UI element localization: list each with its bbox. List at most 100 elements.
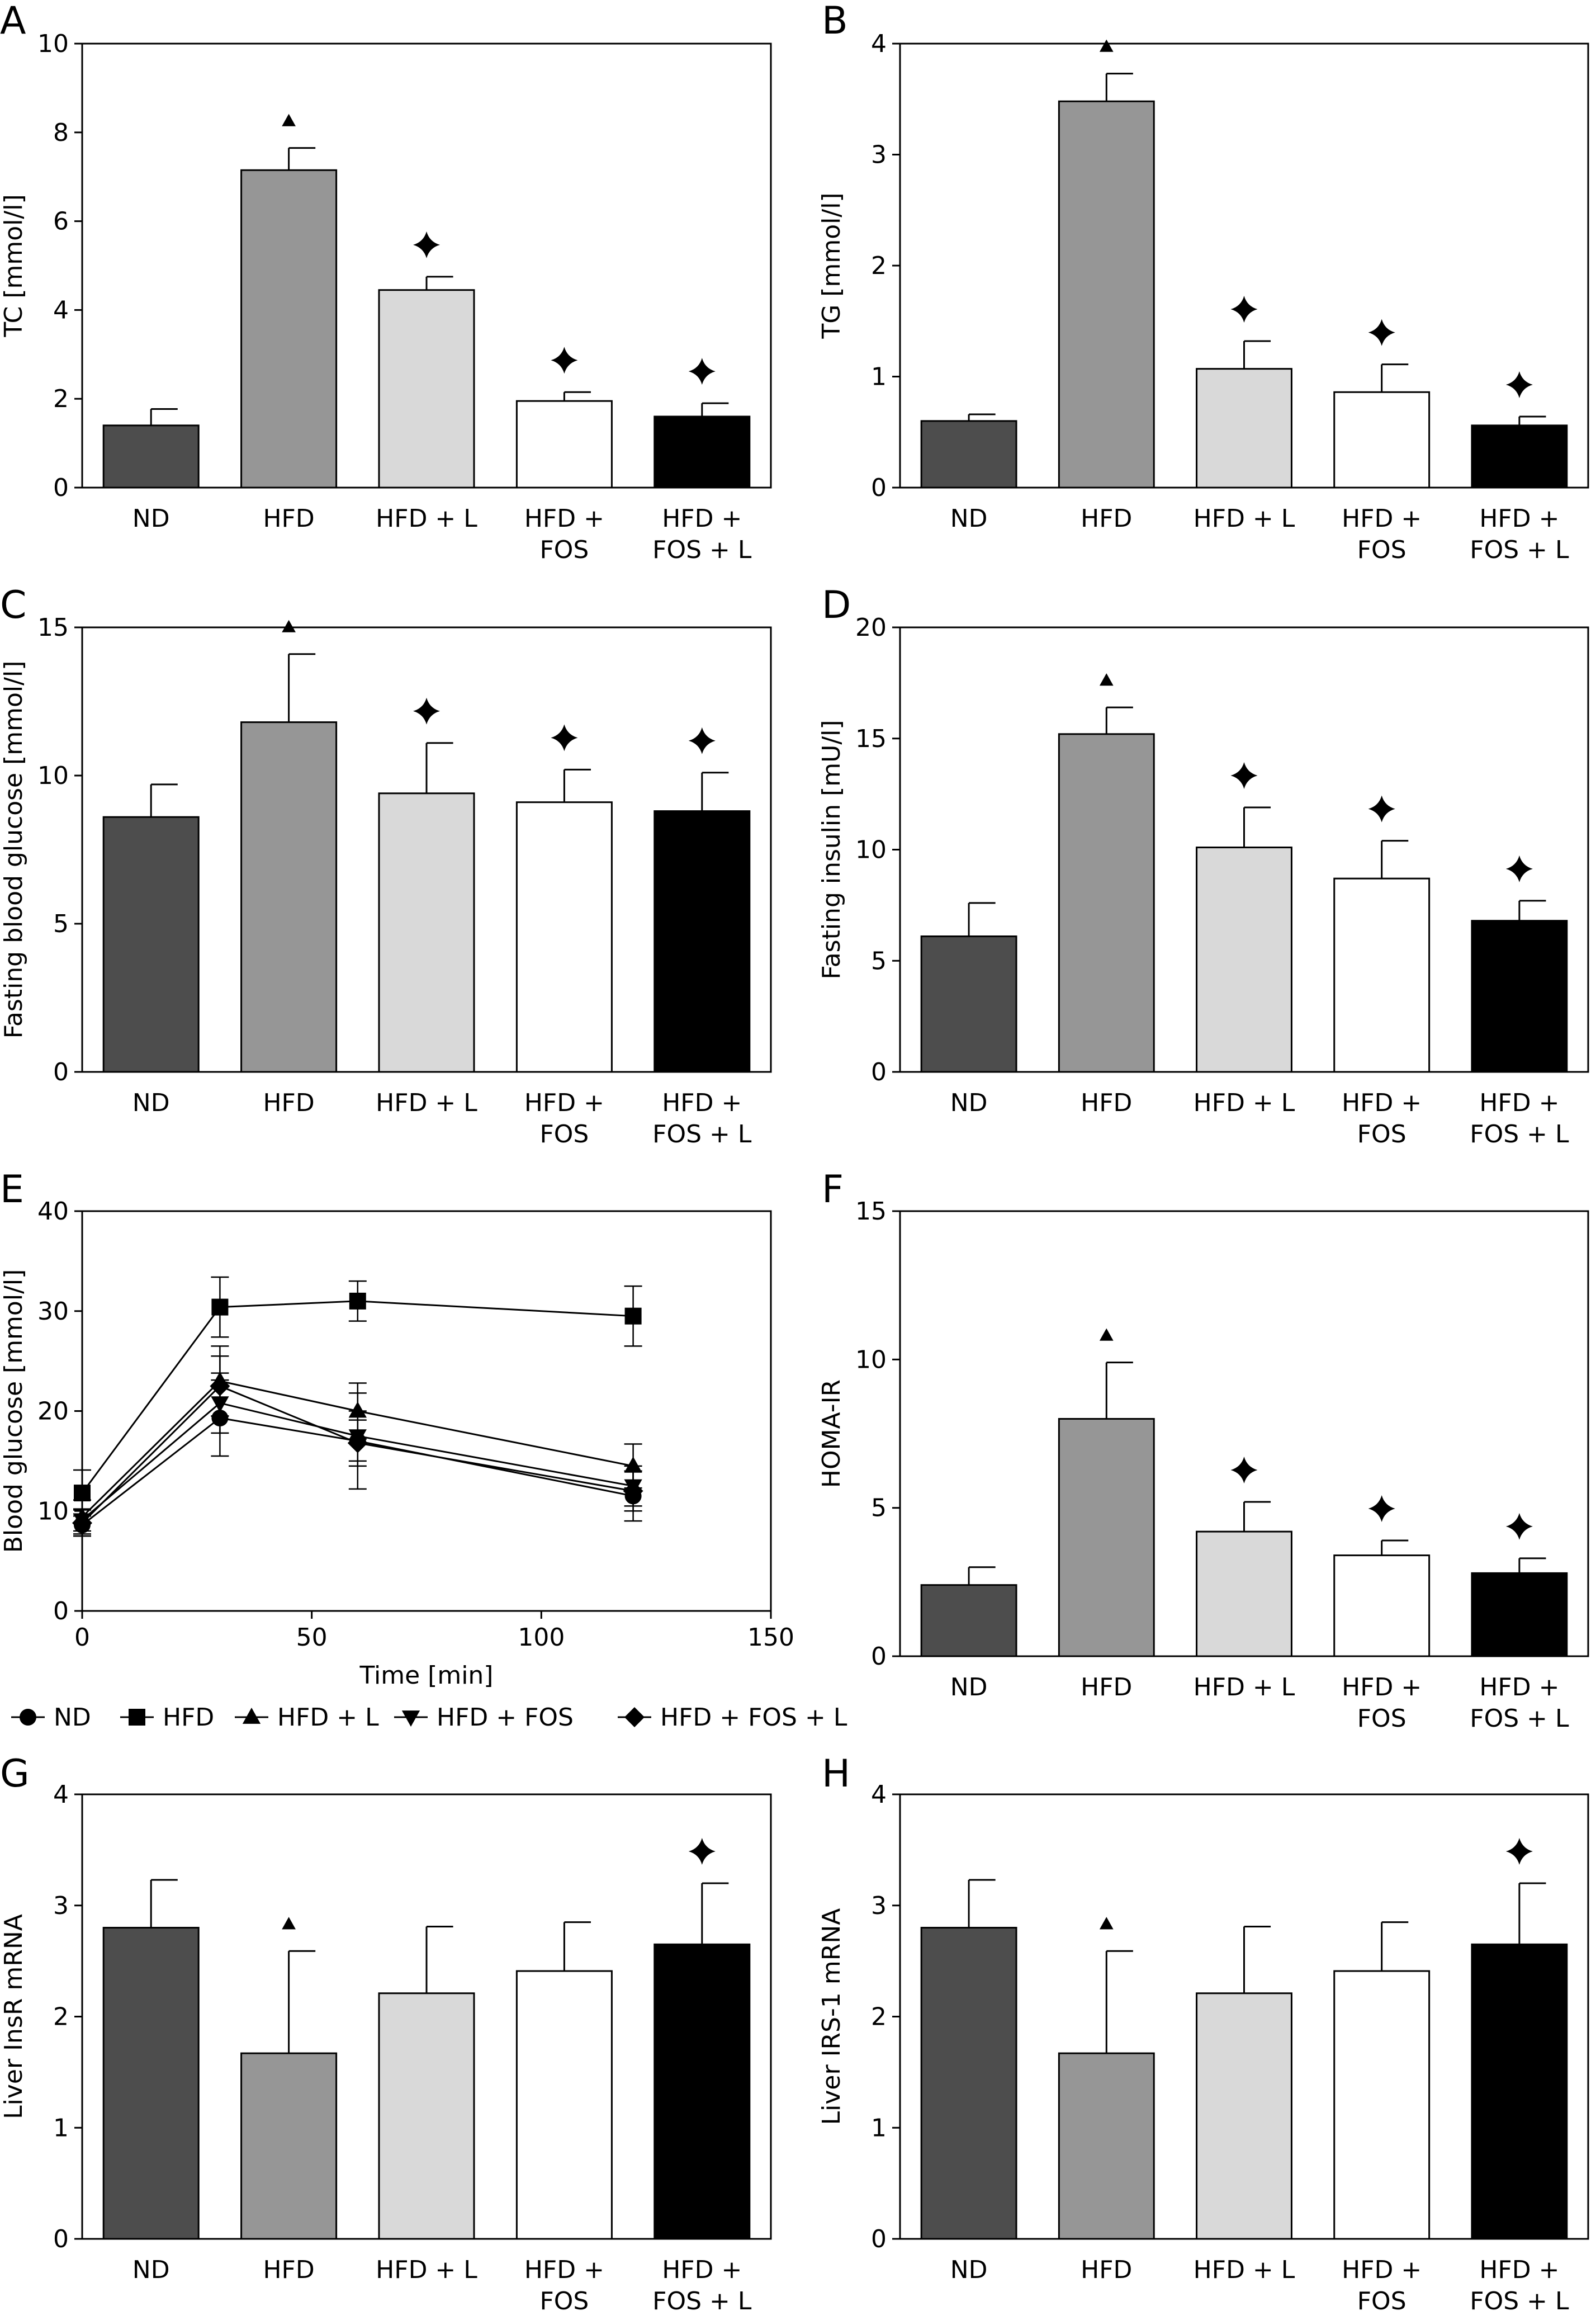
significance-triangle [1099, 1917, 1114, 1930]
y-tick-label: 10 [37, 762, 69, 790]
significance-triangle [1099, 1328, 1114, 1341]
y-tick-label: 0 [871, 1058, 887, 1086]
category-label: HFD [1081, 1089, 1132, 1117]
category-label: HFD + [662, 504, 742, 533]
x-axis-title: Time [min] [359, 1661, 494, 1690]
panel-g: 0 1 2 3 4 Liver InsR mRNA ND HFD HFD + L HFD + FOS… [0, 1780, 772, 2311]
y-tick-label: 8 [53, 119, 69, 147]
series-line [81, 1385, 633, 1524]
x-tick-label: 150 [747, 1623, 794, 1652]
y-axis-title: HOMA-IR [817, 1379, 846, 1488]
category-label: FOS + L [652, 536, 752, 564]
significance-star [1505, 1513, 1533, 1540]
series [72, 1355, 643, 1537]
category-label: ND [950, 1673, 988, 1702]
category-label: FOS [539, 1120, 589, 1149]
category-label: HFD [1081, 2256, 1132, 2284]
y-axis-title: Fasting insulin [mU/l] [817, 720, 846, 979]
category-label: HFD + [524, 504, 604, 533]
significance-star [1505, 1838, 1533, 1865]
bar [1471, 920, 1568, 1073]
category-label: FOS [539, 536, 589, 564]
y-tick-label: 10 [37, 30, 69, 58]
panel-letter: B [822, 0, 848, 43]
marker-diamond [623, 1481, 643, 1501]
y-tick-label: 1 [871, 2114, 887, 2142]
y-axis-title: TC [mmol/l] [0, 194, 28, 337]
category-label: ND [950, 504, 988, 533]
y-tick-label: 0 [871, 2225, 887, 2253]
panel-d: 0 5 10 15 20 Fasting insulin [mU/l] ND HFD HFD +… [817, 613, 1589, 1149]
marker-diamond [347, 1433, 368, 1453]
significance-triangle [1099, 673, 1114, 686]
category-label: ND [950, 1089, 988, 1117]
legend-label: HFD + FOS [437, 1703, 574, 1732]
bar [102, 424, 200, 489]
series [73, 1276, 642, 1517]
panel-letter: E [0, 1168, 24, 1212]
category-label: HFD + [524, 2256, 604, 2284]
bar [653, 810, 751, 1073]
panel-e: 0 10 20 30 40 Blood glucose [mmol/l] 0 50 100 150… [0, 1197, 847, 1732]
bar [1471, 1943, 1568, 2240]
bar [378, 289, 475, 489]
category-label: ND [132, 1089, 170, 1117]
category-label: HFD + [662, 1089, 742, 1117]
panel-c: 0 5 10 15 Fasting blood glucose [mmol/l] ND HF… [0, 613, 772, 1149]
marker-circle [20, 1709, 36, 1726]
panel-letter: C [0, 583, 26, 627]
y-tick-label: 3 [871, 1892, 887, 1920]
bar [240, 721, 338, 1073]
category-label: HFD + [1479, 504, 1559, 533]
series-line [82, 1417, 633, 1526]
legend-label: HFD [163, 1703, 214, 1732]
category-label: HFD [1081, 504, 1132, 533]
category-label: FOS [539, 2287, 589, 2311]
bar [1471, 1572, 1568, 1657]
y-tick-label: 0 [53, 474, 69, 502]
significance-star [1368, 319, 1395, 346]
significance-star [413, 231, 440, 258]
significance-star [413, 697, 440, 725]
panel-b: 0 1 2 3 4 TG [mmol/l] ND HFD HFD + L HFD + FOS HFD … [817, 30, 1589, 564]
bar [1058, 100, 1155, 489]
category-label: HFD + [1342, 1089, 1422, 1117]
bar [1333, 1970, 1431, 2240]
y-tick-label: 0 [53, 1058, 69, 1086]
legend-label: ND [54, 1703, 91, 1732]
bar [1058, 1417, 1155, 1657]
marker-square [211, 1298, 229, 1316]
legend: ND HFD HFD + L HFD + FOS HFD + FOS + L [11, 1703, 847, 1732]
y-tick-label: 4 [871, 30, 887, 58]
y-tick-label: 40 [37, 1197, 69, 1226]
bar [240, 2052, 338, 2240]
category-label: FOS + L [1470, 2287, 1569, 2311]
significance-triangle [1099, 39, 1114, 52]
category-label: HFD + L [1194, 2256, 1295, 2284]
bar [515, 400, 613, 489]
significance-star [688, 1838, 716, 1865]
category-label: HFD + L [1194, 1673, 1295, 1702]
category-label: FOS + L [652, 2287, 752, 2311]
marker-square [74, 1485, 91, 1502]
series-line [81, 1380, 633, 1518]
category-label: HFD + L [376, 504, 477, 533]
significance-triangle [282, 114, 296, 126]
y-tick-label: 15 [37, 613, 69, 642]
category-label: HFD + [1342, 1673, 1422, 1702]
significance-star [1230, 762, 1258, 789]
marker-square [624, 1307, 642, 1325]
category-label: ND [950, 2256, 988, 2284]
y-tick-label: 20 [37, 1397, 69, 1426]
category-label: HFD + L [376, 1089, 477, 1117]
marker-triangle-up [348, 1401, 367, 1418]
category-label: FOS + L [1470, 1120, 1569, 1149]
y-tick-label: 4 [871, 1780, 887, 1809]
category-label: HFD + [1342, 504, 1422, 533]
y-axis-title: TG [mmol/l] [817, 192, 846, 339]
y-tick-label: 4 [53, 1780, 69, 1809]
marker-triangle-down [401, 1710, 420, 1727]
category-label: FOS [1357, 1120, 1406, 1149]
bar [102, 1927, 200, 2240]
